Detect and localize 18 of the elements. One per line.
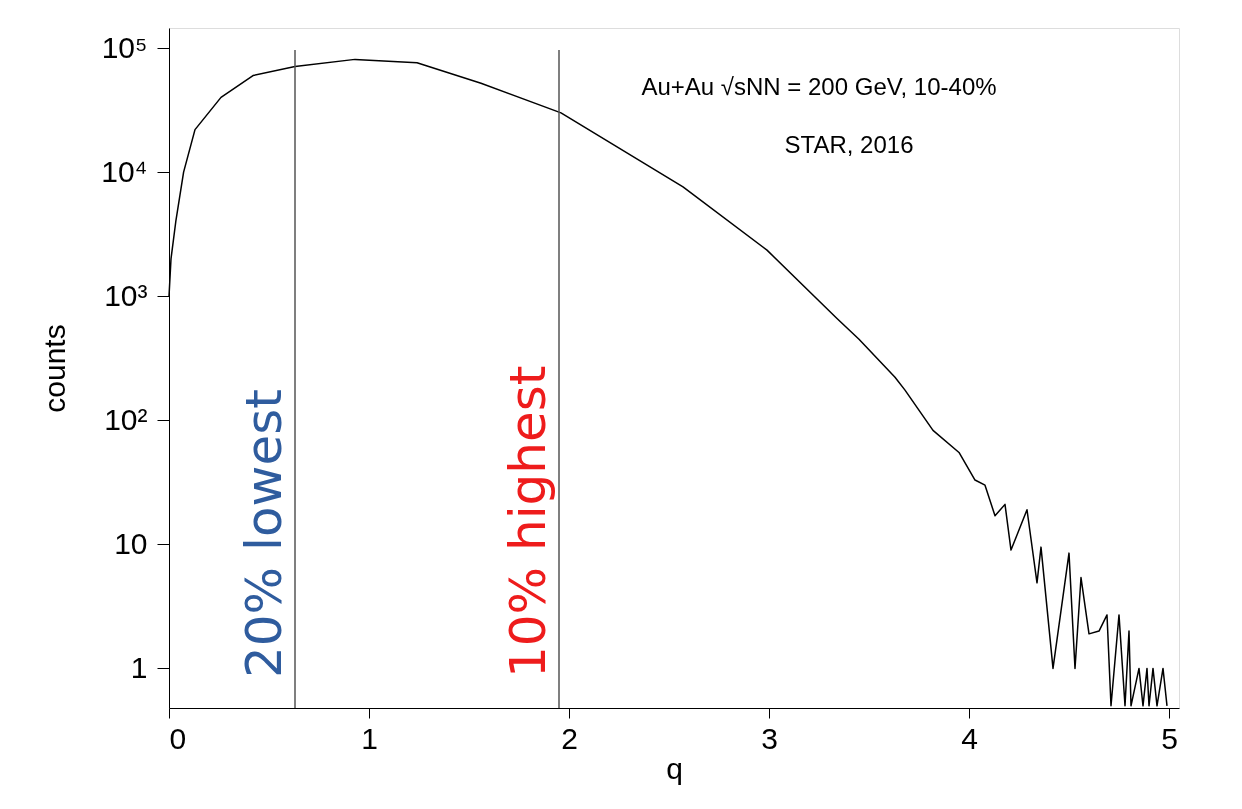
annotation: STAR, 2016 [784,131,914,158]
x-tick-label: 5 [1161,721,1178,755]
x-tick-label: 4 [961,721,978,755]
x-tick-label: 2 [561,721,578,755]
ref-line-label: 20% lowest [235,389,293,678]
x-tick-label: 3 [761,721,778,755]
ref-line-label: 10% highest [499,365,557,678]
x-tick-label: 0 [169,721,187,755]
y-tick-label: 10³ [104,278,148,312]
x-tick-label: 1 [361,721,378,755]
y-tick-label: 10 [114,526,148,560]
y-tick-label: 10⁵ [101,30,148,64]
y-axis-title: counts [38,324,72,413]
y-tick-label: 10² [104,402,148,436]
annotation: Au+Au √sNN = 200 GeV, 10-40% [641,73,997,100]
y-tick-label: 1 [130,650,148,684]
y-tick-label: 10⁴ [101,154,148,188]
x-axis-title: q [666,751,683,785]
